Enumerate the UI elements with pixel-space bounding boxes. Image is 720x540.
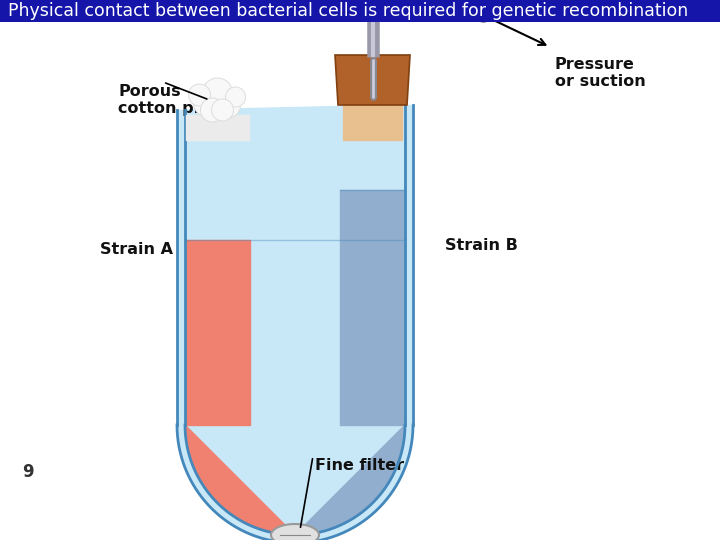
Circle shape (212, 99, 233, 121)
Circle shape (215, 92, 240, 118)
Text: Pressure
or suction: Pressure or suction (555, 57, 646, 90)
Polygon shape (185, 105, 405, 535)
Polygon shape (185, 425, 295, 535)
Text: Strain B: Strain B (445, 238, 518, 253)
Text: Fine filter: Fine filter (315, 458, 404, 473)
Circle shape (480, 11, 487, 19)
Circle shape (369, 8, 377, 16)
Text: Porous
cotton plug: Porous cotton plug (118, 84, 222, 117)
Circle shape (202, 78, 233, 108)
Text: 9: 9 (22, 463, 34, 481)
Text: Strain A: Strain A (100, 242, 173, 258)
Bar (405, 105, 413, 425)
Bar (343, 105, 402, 140)
Ellipse shape (271, 524, 319, 540)
Text: Physical contact between bacterial cells is required for genetic recombination: Physical contact between bacterial cells… (8, 2, 688, 20)
Circle shape (225, 87, 246, 107)
Bar (177, 110, 185, 425)
Circle shape (189, 84, 210, 106)
Circle shape (194, 89, 222, 117)
Circle shape (477, 8, 490, 22)
Polygon shape (335, 55, 410, 105)
Bar (340, 190, 405, 425)
Polygon shape (295, 425, 405, 535)
Bar (186, 115, 249, 140)
Bar (0, 0, 720, 22)
Polygon shape (177, 425, 413, 540)
Circle shape (200, 98, 225, 122)
Bar (185, 240, 250, 425)
